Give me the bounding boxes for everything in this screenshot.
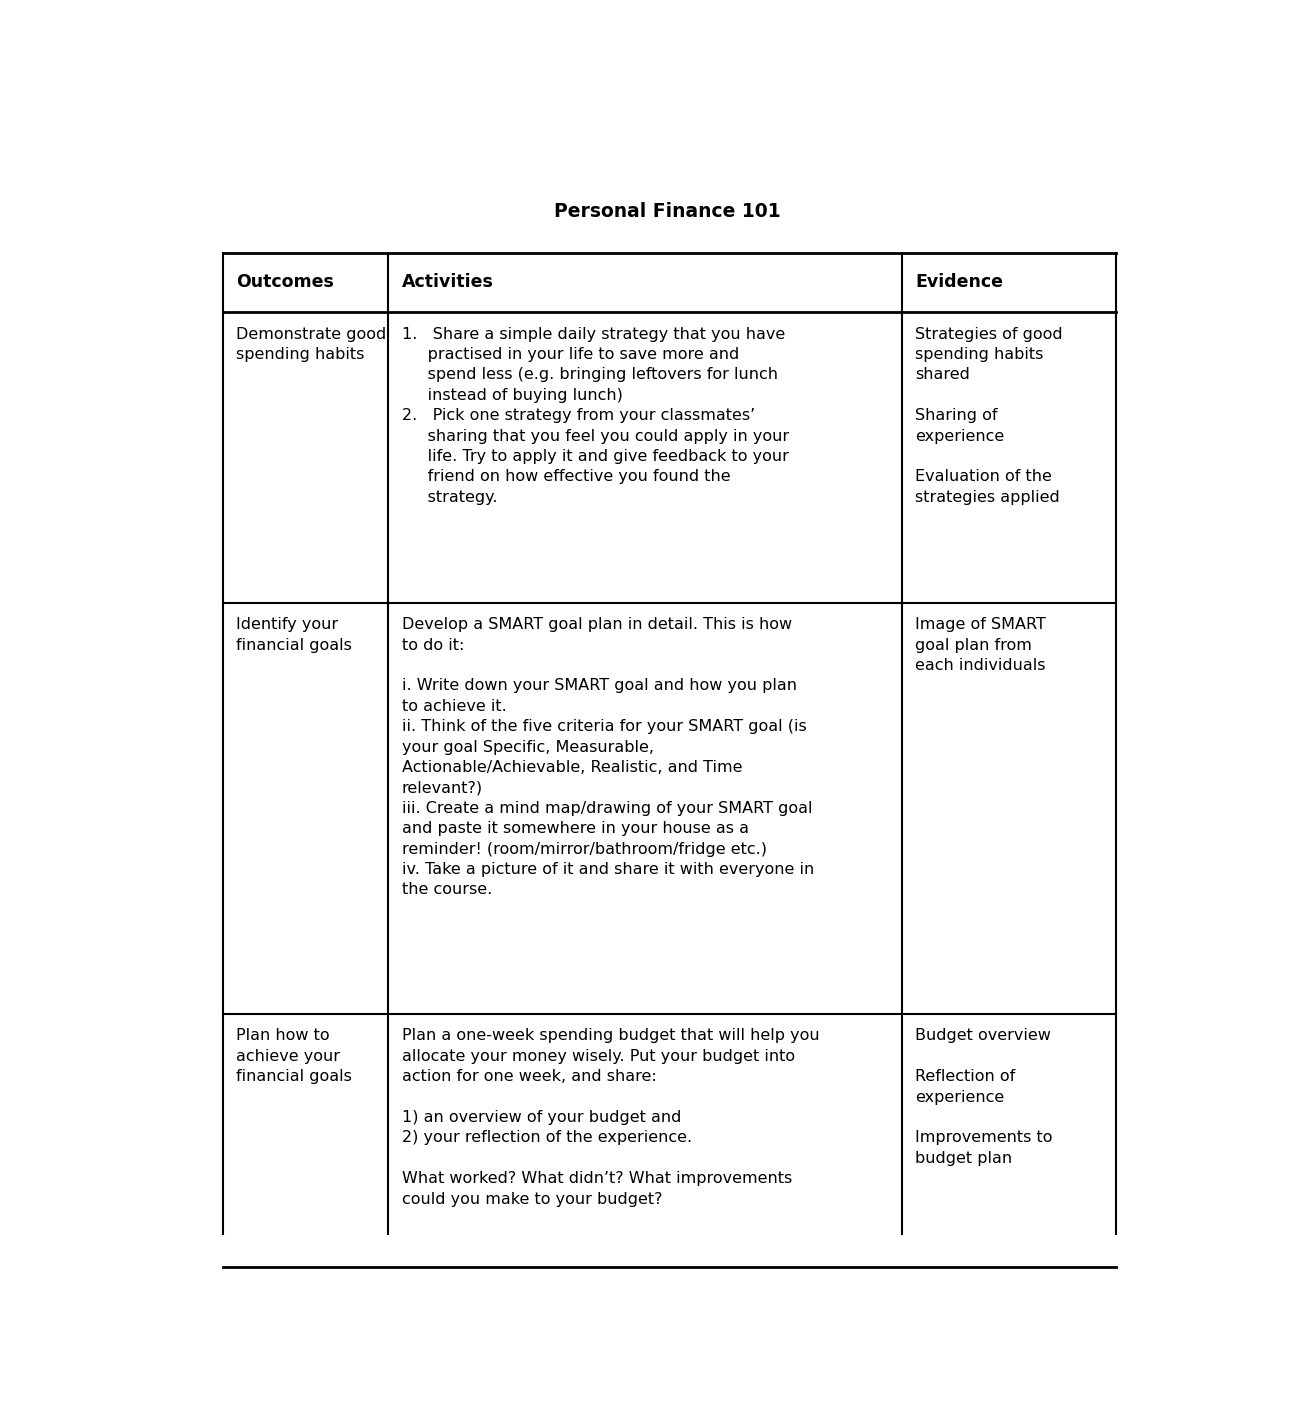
Text: Outcomes: Outcomes bbox=[237, 273, 335, 290]
Text: Image of SMART
goal plan from
each individuals: Image of SMART goal plan from each indiv… bbox=[915, 617, 1046, 674]
Text: Develop a SMART goal plan in detail. This is how
to do it:

i. Write down your S: Develop a SMART goal plan in detail. Thi… bbox=[401, 617, 814, 897]
Text: Plan a one-week spending budget that will help you
allocate your money wisely. P: Plan a one-week spending budget that wil… bbox=[401, 1028, 819, 1206]
Bar bbox=[224, 253, 1116, 1235]
Text: Activities: Activities bbox=[401, 273, 493, 290]
Text: Personal Finance 101: Personal Finance 101 bbox=[553, 202, 781, 221]
Text: Identify your
financial goals: Identify your financial goals bbox=[237, 617, 353, 652]
Text: Strategies of good
spending habits
shared

Sharing of
experience

Evaluation of : Strategies of good spending habits share… bbox=[915, 326, 1062, 504]
Text: Plan how to
achieve your
financial goals: Plan how to achieve your financial goals bbox=[237, 1028, 353, 1084]
Text: Budget overview

Reflection of
experience

Improvements to
budget plan: Budget overview Reflection of experience… bbox=[915, 1028, 1052, 1166]
Text: Evidence: Evidence bbox=[915, 273, 1003, 290]
Text: Demonstrate good
spending habits: Demonstrate good spending habits bbox=[237, 326, 387, 362]
Text: 1.   Share a simple daily strategy that you have
     practised in your life to : 1. Share a simple daily strategy that yo… bbox=[401, 326, 789, 504]
